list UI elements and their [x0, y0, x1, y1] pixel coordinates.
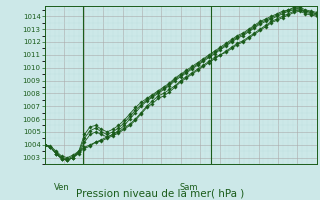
- Text: Pression niveau de la mer( hPa ): Pression niveau de la mer( hPa ): [76, 188, 244, 198]
- Text: Ven: Ven: [54, 183, 70, 192]
- Text: Sam: Sam: [180, 183, 198, 192]
